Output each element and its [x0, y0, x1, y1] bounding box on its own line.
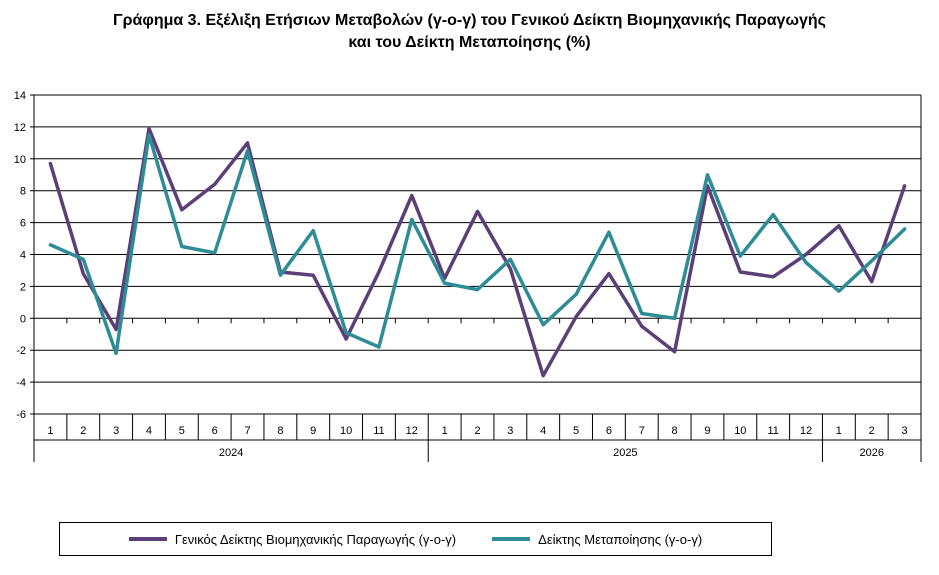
x-tick-label: 2: [80, 425, 86, 437]
x-tick-label: 2: [869, 425, 875, 437]
x-tick-label: 12: [800, 425, 812, 437]
series-line-2: [48, 133, 907, 356]
x-tick-label: 5: [573, 425, 579, 437]
legend: Γενικός Δείκτης Βιομηχανικής Παραγωγής (…: [59, 522, 772, 556]
y-tick-label: 10: [14, 154, 26, 166]
x-tick-label: 12: [406, 425, 418, 437]
x-tick-label: 7: [244, 425, 250, 437]
x-tick-label: 1: [442, 425, 448, 437]
x-tick-label: 8: [277, 425, 283, 437]
year-label: 2024: [219, 447, 243, 459]
legend-item-series-1: Γενικός Δείκτης Βιομηχανικής Παραγωγής (…: [128, 531, 457, 547]
legend-label-series-1: Γενικός Δείκτης Βιομηχανικής Παραγωγής (…: [174, 531, 457, 547]
x-tick-label: 10: [734, 425, 746, 437]
x-tick-label: 3: [113, 425, 119, 437]
x-tick-label: 6: [212, 425, 218, 437]
x-tick-label: 8: [672, 425, 678, 437]
y-tick-label: -2: [16, 345, 26, 357]
chart-subtitle: και του Δείκτη Μεταποίησης (%): [348, 34, 591, 51]
y-tick-label: 6: [20, 218, 26, 230]
x-tick-label: 11: [767, 425, 778, 437]
x-tick-label: 1: [836, 425, 842, 437]
year-label: 2025: [613, 447, 637, 459]
x-tick-label: 2: [474, 425, 480, 437]
x-tick-label: 3: [902, 425, 908, 437]
x-tick-label: 10: [340, 425, 352, 437]
x-tick-label: 9: [310, 425, 316, 437]
legend-swatch-series-1: [128, 537, 167, 541]
legend-label-series-2: Δείκτης Μεταποίησης (γ-ο-γ): [538, 531, 703, 547]
x-tick-label: 5: [179, 425, 185, 437]
chart-title-block: Γράφημα 3. Εξέλιξη Ετήσιων Μεταβολών (γ-…: [0, 10, 939, 54]
year-label: 2026: [859, 447, 883, 459]
y-tick-label: 14: [14, 90, 26, 102]
legend-swatch-series-2: [492, 537, 531, 541]
x-tick-label: 3: [507, 425, 513, 437]
y-tick-label: 12: [14, 122, 26, 134]
y-tick-label: 0: [20, 313, 26, 325]
x-tick-label: 9: [704, 425, 710, 437]
x-tick-label: 1: [47, 425, 53, 437]
chart-title: Γράφημα 3. Εξέλιξη Ετήσιων Μεταβολών (γ-…: [113, 12, 826, 29]
y-tick-label: 4: [20, 250, 26, 262]
x-tick-label: 11: [373, 425, 384, 437]
legend-item-series-2: Δείκτης Μεταποίησης (γ-ο-γ): [492, 532, 702, 547]
x-tick-label: 7: [639, 425, 645, 437]
x-tick-label: 4: [540, 425, 546, 437]
y-tick-label: -4: [16, 377, 26, 389]
x-tick-label: 4: [146, 425, 152, 437]
x-tick-label: 6: [606, 425, 612, 437]
y-tick-label: 2: [20, 281, 26, 293]
series-line-1: [48, 126, 907, 378]
y-tick-label: 8: [20, 186, 26, 198]
y-tick-label: -6: [16, 409, 26, 421]
